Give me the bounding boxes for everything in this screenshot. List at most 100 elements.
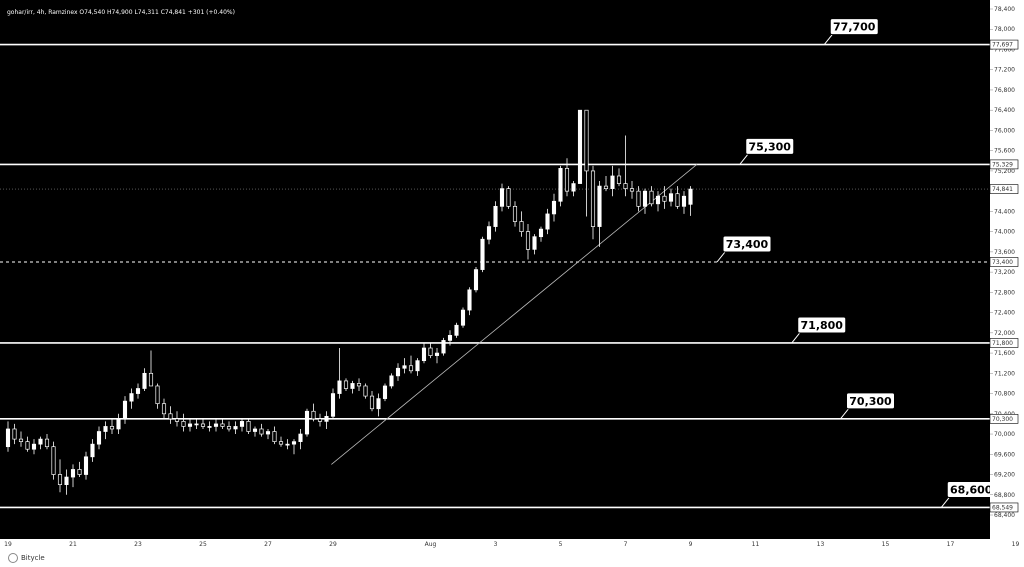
- y-tick-label: 68,800: [994, 492, 1015, 499]
- candle-body: [395, 367, 401, 377]
- level-label-pointer: [716, 251, 726, 263]
- level-label: 73,400: [726, 238, 769, 251]
- horizontal-levels: [0, 43, 990, 509]
- plot-background: [0, 0, 990, 539]
- candle-body: [603, 185, 609, 189]
- candle-body: [577, 109, 583, 184]
- x-tick-label: 3: [494, 541, 498, 548]
- level-label-pointer: [739, 154, 749, 165]
- candle-body: [571, 183, 576, 192]
- candle-body: [226, 426, 232, 430]
- y-tick-label: 74,400: [994, 208, 1015, 215]
- candle-body: [200, 423, 206, 427]
- candle-body: [363, 385, 368, 397]
- time-axis-background[interactable]: [0, 539, 1024, 567]
- candle-body: [285, 443, 290, 446]
- candle-body: [681, 195, 687, 207]
- trendline: [331, 164, 698, 465]
- candle-body: [402, 365, 407, 369]
- candle-body: [350, 383, 355, 389]
- candle-body: [623, 183, 628, 189]
- y-tick-label: 72,000: [994, 330, 1015, 337]
- candle-body: [304, 410, 310, 435]
- candle-body: [415, 360, 420, 372]
- axis-level-tag: [989, 338, 1019, 348]
- candle-body: [96, 431, 102, 445]
- candle-body: [616, 175, 622, 184]
- level-label: 71,800: [801, 319, 844, 332]
- time-axis[interactable]: 19 21 23 25 27 29 Aug 3 5 7 9 11 13 15 17 19: [4, 541, 1019, 548]
- candle-body: [480, 238, 485, 270]
- candle-body: [447, 335, 453, 341]
- candle-body: [272, 431, 277, 442]
- candle-body: [369, 395, 375, 410]
- x-tick-label: 23: [134, 541, 142, 548]
- candle-body: [330, 393, 336, 417]
- candle-body: [590, 170, 596, 227]
- candle-body: [12, 428, 17, 440]
- y-tick-label: 77,200: [994, 67, 1015, 74]
- candle-body: [25, 441, 30, 450]
- y-tick-label: 70,000: [994, 431, 1015, 438]
- candle-body: [259, 428, 264, 435]
- y-tick-label: 69,600: [994, 451, 1015, 458]
- candle-body: [161, 403, 167, 415]
- candle-body: [213, 423, 219, 427]
- y-tick-label: 69,200: [994, 472, 1015, 479]
- candle-body: [454, 324, 459, 336]
- candle-body: [668, 193, 674, 202]
- candle-body: [408, 365, 414, 372]
- axis-level-tag-text: 75,329: [992, 161, 1013, 168]
- candle-body: [278, 441, 284, 445]
- candle-body: [382, 385, 388, 399]
- candle-body: [564, 168, 570, 192]
- level-label-box: [829, 18, 879, 36]
- axis-level-tag-text: 73,400: [992, 259, 1013, 266]
- candle-body: [467, 289, 472, 311]
- candle-body: [486, 226, 492, 240]
- candle-body: [181, 421, 186, 427]
- level-label-pointer: [940, 497, 950, 508]
- candle-body: [434, 352, 440, 356]
- candle-body: [460, 309, 466, 326]
- x-tick-label: 13: [817, 541, 825, 548]
- candle-body: [155, 385, 160, 405]
- candle-body: [512, 205, 518, 222]
- candle-body: [168, 413, 173, 420]
- x-tick-label: Aug: [425, 541, 437, 548]
- candle-body: [103, 426, 108, 432]
- candle-body: [311, 410, 316, 420]
- candle-body: [356, 383, 362, 387]
- candle-body: [194, 423, 199, 426]
- price-axis[interactable]: 78,400 78,000 77,600 77,200 76,800 76,400 76,0…: [989, 6, 1019, 519]
- level-label: 77,700: [833, 21, 876, 34]
- candle-body: [655, 195, 661, 205]
- x-tick-label: 5: [559, 541, 563, 548]
- candle-body: [135, 388, 141, 394]
- y-tick-label: 76,800: [994, 87, 1015, 94]
- y-tick-label: 74,000: [994, 229, 1015, 236]
- y-tick-label: 75,600: [994, 148, 1015, 155]
- candle-body: [109, 426, 115, 430]
- x-tick-label: 29: [329, 541, 337, 548]
- x-tick-label: 15: [882, 541, 890, 548]
- candle-body: [597, 185, 602, 227]
- x-tick-label: 19: [4, 541, 12, 548]
- candle-body: [499, 188, 505, 207]
- price-axis-background[interactable]: [990, 0, 1024, 539]
- candle-body: [649, 190, 654, 205]
- candle-body: [31, 443, 37, 450]
- candle-body: [187, 423, 193, 427]
- candle-body: [70, 469, 76, 478]
- y-tick-label: 68,400: [994, 512, 1015, 519]
- candle-body: [142, 372, 147, 389]
- y-tick-label: 75,200: [994, 168, 1015, 175]
- candle-body: [57, 474, 63, 485]
- level-label-box: [745, 137, 795, 155]
- candle-body: [428, 347, 433, 356]
- axis-level-tag: [989, 414, 1019, 424]
- level-label-box: [797, 316, 847, 334]
- current-price-tag-text: 74,841: [992, 186, 1013, 193]
- x-tick-label: 25: [199, 541, 207, 548]
